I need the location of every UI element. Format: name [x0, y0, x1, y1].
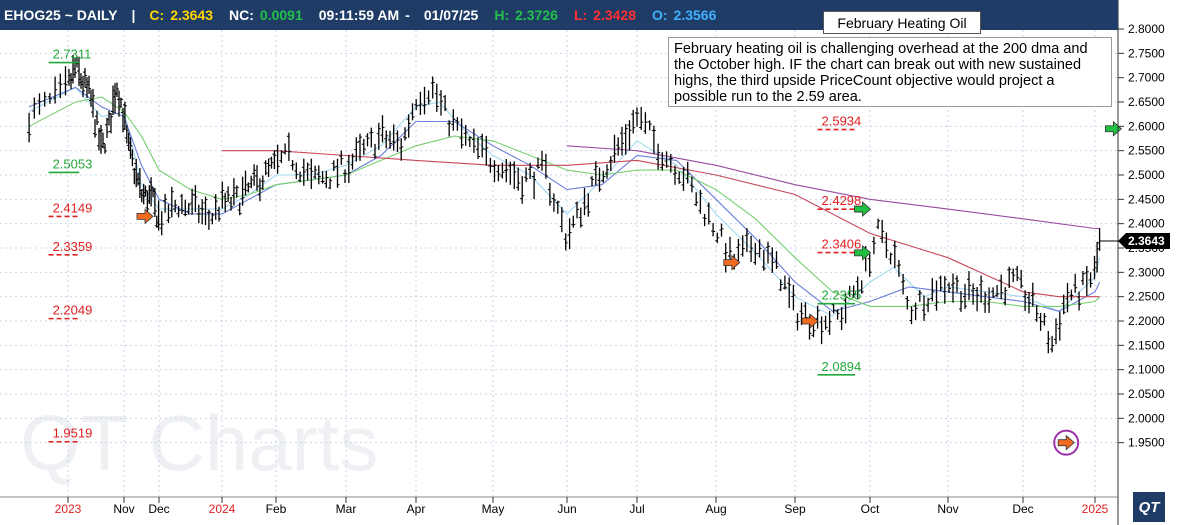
- last-price-tag: [1118, 233, 1170, 250]
- x-tick-label: Aug: [705, 502, 726, 516]
- signal-arrow: [723, 254, 741, 271]
- x-tick-label: Sep: [784, 502, 806, 516]
- signal-arrow: [854, 244, 872, 261]
- high-value: 2.3726: [515, 7, 558, 23]
- quote-time: 09:11:59 AM: [318, 7, 400, 23]
- y-tick-label: 2.2000: [1128, 314, 1165, 328]
- price-level-label: 2.2355: [822, 288, 862, 303]
- y-tick-label: 2.7000: [1128, 71, 1165, 85]
- last-price-label: 2.3643: [1128, 234, 1165, 248]
- y-tick-label: 2.6000: [1128, 119, 1165, 133]
- x-tick-label: Nov: [937, 502, 958, 516]
- high-label: H:: [494, 7, 510, 23]
- header-separator: |: [131, 7, 136, 23]
- y-tick-label: 2.5000: [1128, 168, 1165, 182]
- price-level-label: 2.4149: [53, 200, 93, 215]
- x-tick-label: Apr: [407, 502, 426, 516]
- x-tick-label: Feb: [266, 502, 287, 516]
- x-tick-label: 2024: [209, 502, 236, 516]
- price-level-label: 2.3359: [53, 239, 93, 254]
- price-levels: 2.7311 2.5053 2.4149 2.3359 2.2049 1.9519 2.59…: [48, 47, 862, 443]
- y-tick-label: 1.9500: [1128, 436, 1165, 450]
- y-tick-label: 2.8000: [1128, 22, 1165, 36]
- analysis-note: February heating oil is challenging over…: [668, 37, 1112, 107]
- y-tick-label: 2.1000: [1128, 363, 1165, 377]
- x-tick-label: Jul: [629, 502, 644, 516]
- close-label: C:: [149, 7, 165, 23]
- x-tick-label: Mar: [336, 502, 357, 516]
- x-tick-label: Jun: [557, 502, 576, 516]
- signal-arrow: [854, 201, 872, 217]
- close-value: 2.3643: [170, 7, 214, 23]
- open-value: 2.3566: [673, 7, 717, 23]
- y-tick-label: 2.1500: [1128, 338, 1165, 352]
- y-tick-label: 2.4500: [1128, 192, 1165, 206]
- low-value: 2.3428: [593, 7, 636, 23]
- x-tick-label: Dec: [1012, 502, 1033, 516]
- y-tick-label: 2.7500: [1128, 46, 1165, 60]
- y-tick-label: 2.4000: [1128, 217, 1165, 231]
- time-date-separator: -: [405, 7, 410, 23]
- signal-circle: [1053, 429, 1080, 456]
- y-tick-label: 2.3000: [1128, 265, 1165, 279]
- y-tick-label: 2.0500: [1128, 387, 1165, 401]
- moving-average-line: [222, 150, 1100, 298]
- y-tick-label: 2.2500: [1128, 290, 1165, 304]
- low-label: L:: [573, 7, 588, 23]
- price-bars: [27, 55, 1102, 354]
- nc-value: 0.0091: [259, 7, 303, 23]
- nc-label: NC:: [229, 7, 254, 23]
- moving-average-line: [28, 96, 1100, 307]
- y-tick-label: 2.5500: [1128, 144, 1165, 158]
- price-level-label: 2.5053: [53, 156, 93, 171]
- price-level-label: 2.2049: [53, 303, 93, 318]
- signal-arrow: [1105, 120, 1123, 137]
- qt-logo: QT: [1133, 492, 1165, 522]
- signal-arrow: [801, 313, 819, 329]
- x-tick-label: 2025: [1082, 502, 1109, 516]
- price-level-label: 2.5934: [822, 114, 862, 129]
- price-level-label: 2.0894: [822, 359, 862, 374]
- price-level-label: 2.4298: [822, 193, 862, 208]
- y-tick-label: 2.6500: [1128, 95, 1165, 109]
- signal-arrow: [136, 208, 154, 225]
- moving-average-line: [566, 145, 1100, 230]
- x-tick-label: Dec: [148, 502, 169, 516]
- symbol: EHOG25 ~ DAILY: [4, 7, 118, 23]
- y-tick-label: 2.0000: [1128, 411, 1165, 425]
- watermark: QT Charts: [20, 399, 378, 487]
- signal-arrow: [1057, 434, 1075, 451]
- x-tick-label: Nov: [113, 502, 134, 516]
- price-level-label: 1.9519: [53, 426, 93, 441]
- chart-title: February Heating Oil: [823, 11, 981, 34]
- x-axis: 2023 Nov Dec 2024 Feb Mar Apr May Jun Jul Aug Sep Oc…: [0, 496, 1118, 516]
- x-tick-label: Oct: [861, 502, 880, 516]
- x-tick-label: 2023: [55, 502, 82, 516]
- last-price-marker: 2.3643: [1100, 233, 1170, 250]
- price-level-label: 2.7311: [53, 47, 92, 62]
- price-level-label: 2.3406: [822, 237, 862, 252]
- open-label: O:: [651, 7, 668, 23]
- x-tick-label: May: [482, 502, 505, 516]
- signal-arrows: [136, 120, 1123, 456]
- quote-date: 01/07/25: [423, 7, 479, 23]
